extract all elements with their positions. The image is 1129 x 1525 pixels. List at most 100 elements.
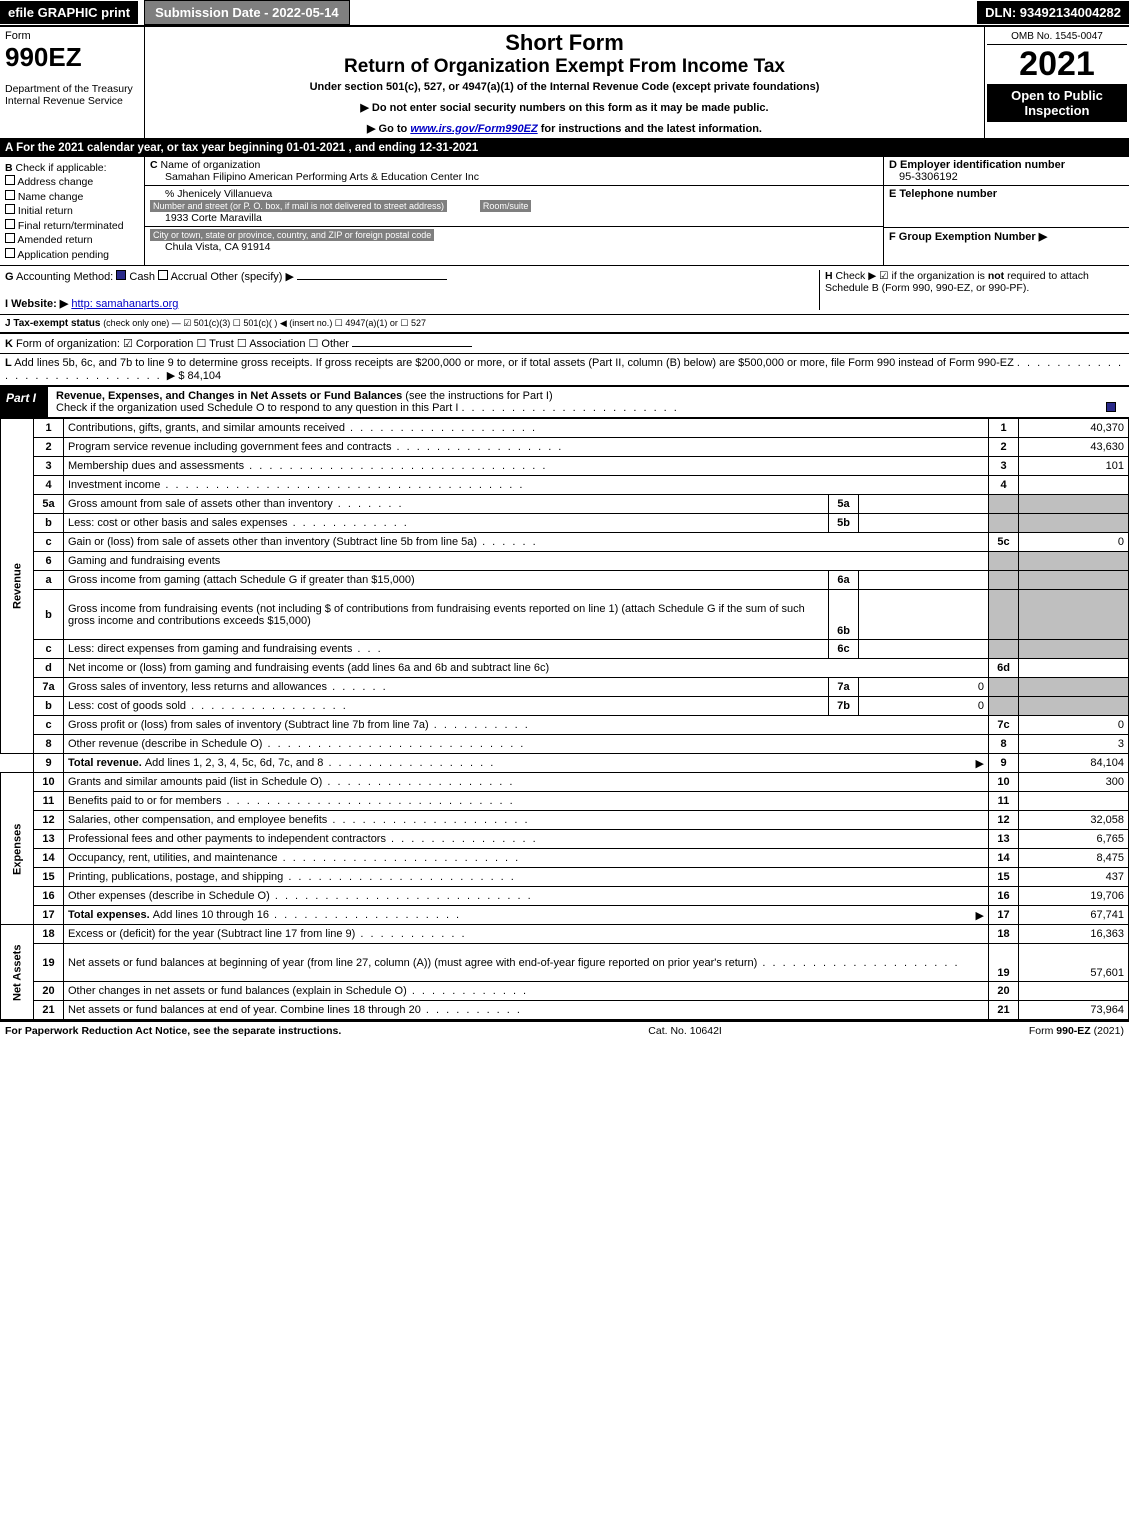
- section-j: J Tax-exempt status (check only one) — ☑…: [0, 315, 1129, 334]
- section-d-label: D Employer identification number: [889, 159, 1065, 171]
- row-text: Less: cost of goods sold . . . . . . . .…: [64, 697, 829, 716]
- website-link[interactable]: http: samahanarts.org: [71, 298, 178, 310]
- row-out-num: 15: [989, 868, 1019, 887]
- checkbox-final-return[interactable]: [5, 219, 15, 229]
- row-text: Total revenue. Add lines 1, 2, 3, 4, 5c,…: [64, 754, 989, 773]
- row-text: Grants and similar amounts paid (list in…: [64, 773, 989, 792]
- row-num: 1: [34, 419, 64, 438]
- row-out-num-shade: [989, 495, 1019, 514]
- section-l-text: Add lines 5b, 6c, and 7b to line 9 to de…: [14, 357, 1014, 369]
- checkbox-schedule-o-part-i[interactable]: [1106, 402, 1116, 412]
- section-b-label: B: [5, 162, 13, 174]
- row-text: Gaming and fundraising events: [64, 552, 989, 571]
- checkbox-application-pending[interactable]: [5, 248, 15, 258]
- return-title: Return of Organization Exempt From Incom…: [148, 56, 981, 78]
- paperwork-notice: For Paperwork Reduction Act Notice, see …: [5, 1025, 341, 1037]
- section-def: D Employer identification number 95-3306…: [884, 157, 1129, 265]
- row-inner-val: 0: [859, 678, 989, 697]
- row-text: Printing, publications, postage, and shi…: [64, 868, 989, 887]
- row-text: Net income or (loss) from gaming and fun…: [64, 659, 989, 678]
- row-out-val: 67,741: [1019, 906, 1129, 925]
- row-text: Less: direct expenses from gaming and fu…: [64, 640, 829, 659]
- row-inner-num: 5a: [829, 495, 859, 514]
- row-num: 10: [34, 773, 64, 792]
- row-num: b: [34, 697, 64, 716]
- row-num: a: [34, 571, 64, 590]
- row-text: Other changes in net assets or fund bala…: [64, 982, 989, 1001]
- expenses-side-label: Expenses: [1, 773, 34, 925]
- section-e-label: E Telephone number: [889, 188, 997, 200]
- part-i-see: (see the instructions for Part I): [405, 390, 552, 402]
- row-out-val-shade: [1019, 514, 1129, 533]
- row-text: Other expenses (describe in Schedule O) …: [64, 887, 989, 906]
- irs-gov-link[interactable]: www.irs.gov/Form990EZ: [410, 123, 537, 135]
- checkbox-initial-return[interactable]: [5, 204, 15, 214]
- row-out-val: 84,104: [1019, 754, 1129, 773]
- page-footer: For Paperwork Reduction Act Notice, see …: [0, 1020, 1129, 1040]
- checkbox-address-change[interactable]: [5, 175, 15, 185]
- row-out-num-shade: [989, 697, 1019, 716]
- row-num: b: [34, 590, 64, 640]
- row-out-num: 3: [989, 457, 1019, 476]
- row-out-num: 18: [989, 925, 1019, 944]
- row-out-num-shade: [989, 552, 1019, 571]
- row-out-val: 3: [1019, 735, 1129, 754]
- row-num: 16: [34, 887, 64, 906]
- row-out-num-shade: [989, 590, 1019, 640]
- row-out-val: 0: [1019, 716, 1129, 735]
- org-name-value: Samahan Filipino American Performing Art…: [150, 171, 479, 183]
- open-inspection: Open to Public Inspection: [987, 84, 1127, 122]
- checkbox-accrual[interactable]: [158, 270, 168, 280]
- row-out-val-shade: [1019, 697, 1129, 716]
- row-out-val: 6,765: [1019, 830, 1129, 849]
- row-inner-num: 6b: [829, 590, 859, 640]
- row-out-val: 437: [1019, 868, 1129, 887]
- section-k-label: K: [5, 338, 13, 350]
- checkbox-amended-return[interactable]: [5, 233, 15, 243]
- dln-label: DLN: 93492134004282: [977, 1, 1129, 24]
- check-if-applicable: Check if applicable:: [16, 162, 107, 174]
- row-num: 11: [34, 792, 64, 811]
- efile-print-button[interactable]: efile GRAPHIC print: [0, 1, 138, 24]
- row-out-num: 11: [989, 792, 1019, 811]
- row-text: Gross sales of inventory, less returns a…: [64, 678, 829, 697]
- row-num: 18: [34, 925, 64, 944]
- row-num: 8: [34, 735, 64, 754]
- part-i-title: Revenue, Expenses, and Changes in Net As…: [56, 390, 402, 402]
- ein-value: 95-3306192: [889, 171, 958, 183]
- part-i-tab: Part I: [0, 387, 48, 417]
- row-out-num: 9: [989, 754, 1019, 773]
- section-h-text: Check ▶ ☑ if the organization is: [836, 270, 988, 282]
- row-out-num: 12: [989, 811, 1019, 830]
- section-b: B Check if applicable: Address change Na…: [0, 157, 145, 265]
- row-out-num-shade: [989, 514, 1019, 533]
- label-name-change: Name change: [18, 191, 83, 203]
- row-out-val-shade: [1019, 678, 1129, 697]
- row-num: 13: [34, 830, 64, 849]
- row-text: Contributions, gifts, grants, and simila…: [64, 419, 989, 438]
- row-text: Net assets or fund balances at beginning…: [64, 944, 989, 982]
- section-k-text: Form of organization: ☑ Corporation ☐ Tr…: [16, 338, 349, 350]
- row-num: 12: [34, 811, 64, 830]
- row-text: Excess or (deficit) for the year (Subtra…: [64, 925, 989, 944]
- form-number: 990EZ: [5, 42, 139, 73]
- label-address-change: Address change: [17, 176, 93, 188]
- part-i-header: Part I Revenue, Expenses, and Changes in…: [0, 387, 1129, 418]
- row-text: Gross amount from sale of assets other t…: [64, 495, 829, 514]
- row-text: Less: cost or other basis and sales expe…: [64, 514, 829, 533]
- checkbox-cash[interactable]: [116, 270, 126, 280]
- row-text: Gross income from gaming (attach Schedul…: [64, 571, 829, 590]
- row-out-num: 7c: [989, 716, 1019, 735]
- row-out-val-shade: [1019, 495, 1129, 514]
- row-num: c: [34, 533, 64, 552]
- row-num: 14: [34, 849, 64, 868]
- row-out-val: [1019, 476, 1129, 495]
- checkbox-name-change[interactable]: [5, 190, 15, 200]
- tax-year: 2021: [987, 45, 1127, 84]
- label-initial-return: Initial return: [18, 205, 73, 217]
- row-out-num: 10: [989, 773, 1019, 792]
- revenue-side-label: Revenue: [1, 419, 34, 754]
- row-out-num: 4: [989, 476, 1019, 495]
- netassets-side-label: Net Assets: [1, 925, 34, 1020]
- row-out-num: 2: [989, 438, 1019, 457]
